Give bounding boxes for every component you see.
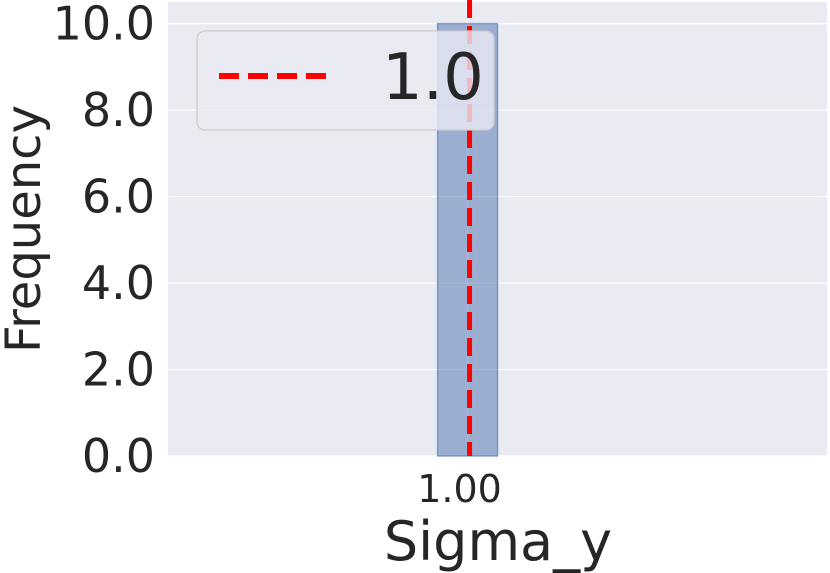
- y-tick-label: 6.0: [82, 170, 155, 224]
- x-axis-ticks: 1.00: [417, 467, 502, 511]
- legend-box: [196, 30, 495, 131]
- x-tick-label: 1.00: [417, 467, 502, 511]
- y-tick-label: 10.0: [53, 0, 155, 51]
- y-tick-label: 2.0: [82, 343, 155, 397]
- y-axis-label: Frequency: [0, 105, 52, 353]
- x-axis-label: Sigma_y: [384, 510, 612, 573]
- legend: 1.0: [196, 30, 495, 131]
- y-tick-label: 4.0: [82, 256, 155, 310]
- y-tick-label: 8.0: [82, 83, 155, 137]
- legend-label: 1.0: [382, 41, 484, 115]
- y-tick-label: 0.0: [82, 429, 155, 483]
- y-axis-ticks: 0.0 2.0 4.0 6.0 8.0 10.0: [53, 0, 155, 483]
